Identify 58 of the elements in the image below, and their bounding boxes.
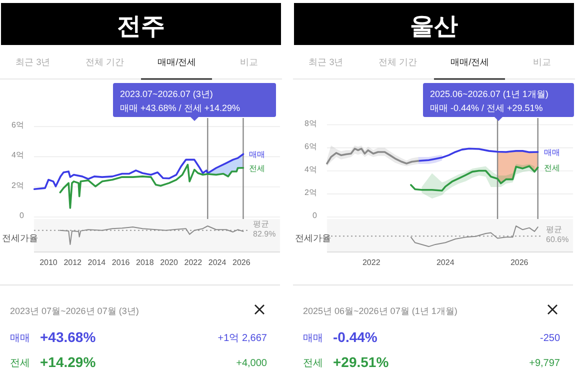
chart-title: 울산 [410,13,458,40]
text: +29.51% [333,354,390,370]
y-tick-label: 6억 [304,142,317,151]
text: +43.68% [40,329,96,345]
x-tick-label: 2018 [136,258,154,267]
x-tick-label: 2026 [232,258,251,267]
x-tick-label: 2012 [64,258,82,267]
text: 매매/전세 [158,57,196,67]
y-tick-label: 2억 [304,188,317,197]
series-label: 전세 [544,163,560,172]
text: 비교 [240,57,258,67]
x-tick-label: 2020 [160,258,179,267]
text: 2025년 06월~2026년 07월 (1년 1개월) [303,306,458,316]
line-series [33,153,244,190]
text: 2023년 07월~2026년 07월 (3년) [10,306,139,316]
text: 전체 기간 [378,57,418,67]
text: 최근 3년 [16,57,50,67]
text: 매매 [10,333,30,344]
y-axis-title: 전세가율 [2,233,38,243]
series-label: 전세 [249,164,266,173]
y-axis-title: 전세가율 [295,233,331,243]
text: 최근 3년 [308,57,344,67]
text: 2023.07~2026.07 (3년) [120,89,213,99]
text: 전세 [10,358,30,369]
ref-line-label: 평균 60.6% [546,225,569,244]
x-tick-label: 2024 [436,258,455,267]
y-tick-label: 0 [20,211,25,220]
series-label: 매매 [249,150,266,160]
x-tick-label: 2010 [40,258,58,267]
text: -0.44% [333,329,378,345]
text: +9,797 [529,358,560,369]
text: 전체 기간 [86,57,124,67]
text: 비교 [533,57,551,67]
x-tick-label: 2024 [208,258,227,267]
x-tick-label: 2026 [510,258,529,267]
x-tick-label: 2014 [88,258,106,267]
text: 매매 +43.68% / 전세 +14.29% [120,103,240,113]
chart-title: 전주 [117,13,165,40]
x-tick-label: 2022 [184,258,203,267]
text: 매매 [303,333,323,344]
y-tick-label: 4억 [304,164,317,174]
text: -250 [540,333,560,344]
text: 2025.06~2026.07 (1년 1개월) [430,89,548,99]
text: +4,000 [236,358,268,369]
series-label: 매매 [544,148,560,157]
text: 전세 [303,358,323,369]
y-tick-label: 6억 [12,120,24,130]
text: 매매 -0.44% / 전세 +29.51% [430,103,543,113]
text: 매매/전세 [450,57,490,67]
y-tick-label: 2억 [12,180,24,190]
y-tick-label: 0 [312,211,318,220]
y-tick-label: 8억 [304,118,317,128]
x-tick-label: 2016 [112,258,130,267]
text: +1억 2,667 [218,333,268,344]
ref-line-label: 평균 82.9% [253,219,276,238]
text: +14.29% [40,354,96,370]
x-tick-label: 2022 [362,258,381,267]
y-tick-label: 4억 [12,150,24,160]
